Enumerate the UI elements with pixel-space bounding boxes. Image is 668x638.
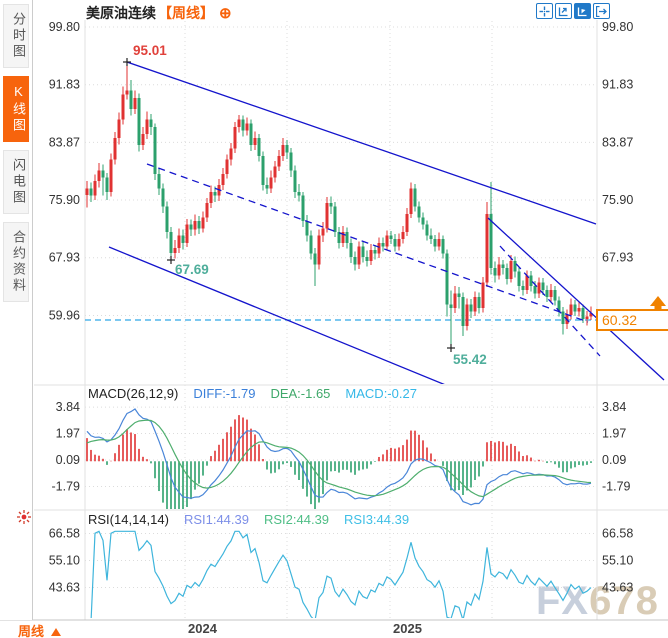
macd-diff-line: [86, 408, 592, 506]
instrument-title: 美原油连续: [86, 5, 156, 21]
rsi-title: RSI(14,14,14): [88, 512, 169, 527]
macd-y-axis-label-right: 0.09: [602, 453, 626, 467]
gridlines: [85, 21, 597, 618]
macd-y-axis-label-right: 3.84: [602, 400, 626, 414]
sidebar: 分时图 K线图 闪电图 合约资料: [0, 0, 33, 620]
sidebar-tab-kline[interactable]: K线图: [3, 76, 29, 142]
main-y-axis-label-right: 67.93: [602, 251, 633, 265]
rsi-y-axis-label-right: 55.10: [602, 554, 633, 568]
macd-macd-value: MACD:-0.27: [345, 386, 417, 401]
current-price-badge: 60.32: [596, 309, 668, 331]
sidebar-tab-contract-info[interactable]: 合约资料: [3, 222, 29, 302]
macd-header: MACD(26,12,9) DIFF:-1.79 DEA:-1.65 MACD:-0.…: [88, 386, 432, 401]
macd-title: MACD(26,12,9): [88, 386, 179, 401]
price-up-arrow-icon: [650, 296, 666, 312]
sidebar-tab-timeline[interactable]: 分时图: [3, 4, 29, 68]
indicator-burst-icon[interactable]: [16, 509, 32, 525]
macd-y-axis-label: 0.09: [56, 453, 80, 467]
macd-dea-value: DEA:-1.65: [270, 386, 331, 401]
trend-lines[interactable]: [108, 61, 665, 386]
x-axis-bar: 周线: [0, 621, 668, 638]
crosshair-icon[interactable]: [536, 3, 553, 19]
macd-dea-line: [86, 419, 592, 498]
axis-scale-icon[interactable]: [574, 3, 591, 19]
point-markers: [123, 58, 455, 352]
main-y-axis-label-right: 75.90: [602, 193, 633, 207]
rsi-header: RSI(14,14,14) RSI1:44.39 RSI2:44.39 RSI3:44…: [88, 512, 424, 527]
rsi-y-axis-label: 66.58: [49, 526, 80, 540]
macd-y-axis-label: -1.79: [52, 480, 81, 494]
add-indicator-icon[interactable]: ⊕: [219, 5, 232, 22]
macd-y-axis-label: 1.97: [56, 426, 80, 440]
pan-right-icon[interactable]: [593, 3, 610, 19]
main-y-axis-label: 59.96: [49, 308, 80, 322]
macd-y-axis-label-right: -1.79: [602, 480, 631, 494]
rsi-y-axis-label-right: 66.58: [602, 526, 633, 540]
main-y-axis-label: 67.93: [49, 251, 80, 265]
period-selector[interactable]: 周线: [18, 621, 62, 638]
rsi2-value: RSI2:44.39: [263, 512, 330, 527]
macd-y-axis-label-right: 1.97: [602, 426, 626, 440]
macd-plot: [86, 408, 592, 509]
price-annotation: 67.69: [175, 262, 209, 277]
chart-title-bar: 美原油连续 【周线】 ⊕: [86, 3, 232, 23]
triangle-up-icon: [51, 628, 62, 636]
axis-zoom-icon[interactable]: [555, 3, 572, 19]
main-y-axis-label: 75.90: [49, 193, 80, 207]
rsi3-value: RSI3:44.39: [344, 512, 410, 527]
rsi-plot: [90, 530, 592, 618]
rsi-y-axis-label: 55.10: [49, 554, 80, 568]
price-annotation: 55.42: [453, 352, 487, 367]
rsi-y-axis-label-right: 43.63: [602, 580, 633, 594]
x-axis-year-label: 2025: [393, 621, 422, 636]
rsi1-value: RSI1:44.39: [183, 512, 249, 527]
candlestick-series[interactable]: [85, 61, 593, 349]
macd-diff-value: DIFF:-1.79: [193, 386, 256, 401]
main-y-axis-label-right: 83.87: [602, 135, 633, 149]
chart-toolbar: [536, 3, 610, 19]
rsi-line: [90, 530, 592, 618]
main-y-axis-label-right: 99.80: [602, 20, 633, 34]
main-y-axis-label: 83.87: [49, 135, 80, 149]
main-y-axis-label: 99.80: [49, 20, 80, 34]
period-selector-label: 周线: [18, 624, 45, 638]
period-tag: 【周线】: [158, 5, 214, 21]
main-y-axis-label: 91.83: [49, 78, 80, 92]
sidebar-tab-flash[interactable]: 闪电图: [3, 150, 29, 214]
x-axis-year-label: 2024: [188, 621, 218, 636]
price-annotation: 95.01: [133, 43, 167, 58]
macd-y-axis-label: 3.84: [56, 400, 80, 414]
rsi-y-axis-label: 43.63: [49, 580, 80, 594]
main-y-axis-label-right: 91.83: [602, 78, 633, 92]
